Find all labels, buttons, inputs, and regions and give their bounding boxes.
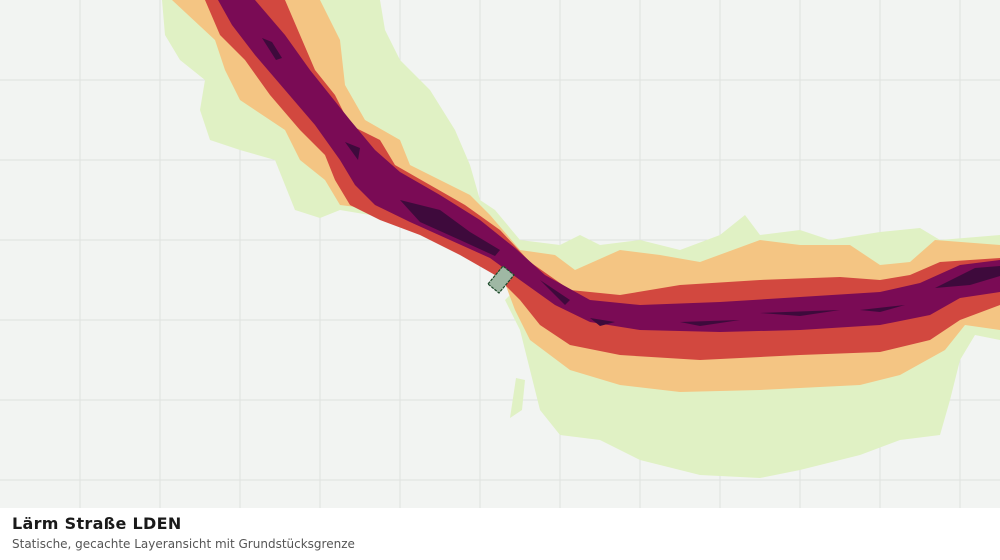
noise-core — [860, 305, 905, 312]
noise-core — [760, 310, 840, 316]
noise-core — [935, 266, 1000, 288]
noise-core — [540, 280, 570, 305]
noise-core — [680, 320, 740, 326]
noise-zone-very-high — [218, 0, 1000, 332]
map — [0, 0, 1000, 508]
map-title: Lärm Straße LDEN — [12, 514, 182, 533]
noise-core — [400, 200, 500, 256]
caption: Lärm Straße LDEN Statische, gecachte Lay… — [0, 508, 1000, 560]
parcel — [487, 265, 515, 294]
noise-zone-extreme — [262, 38, 1000, 326]
noise-core — [590, 318, 615, 326]
noise-zone-low — [510, 378, 525, 418]
noise-core — [262, 38, 282, 60]
noise-core — [345, 142, 360, 160]
map-subtitle: Statische, gecachte Layeransicht mit Gru… — [12, 537, 355, 551]
